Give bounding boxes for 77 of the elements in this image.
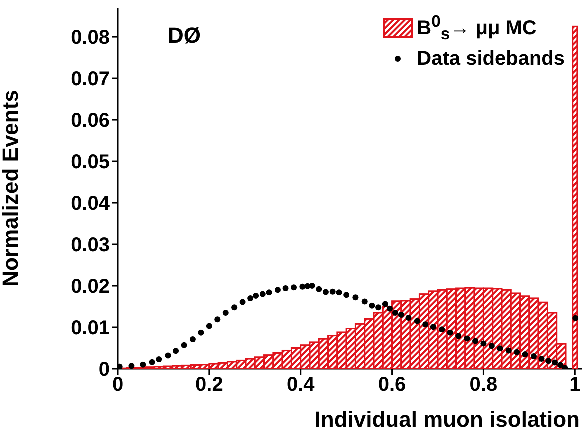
y-tick-label: 0.07	[71, 68, 110, 91]
point	[232, 304, 238, 311]
point	[336, 290, 342, 296]
point	[376, 304, 382, 311]
annotation: DØ	[168, 23, 201, 48]
point	[531, 354, 537, 360]
point	[190, 336, 196, 343]
point	[291, 284, 297, 291]
point	[253, 292, 260, 299]
point	[128, 363, 135, 369]
y-tick-label: 0.02	[71, 276, 110, 298]
y-tick-label: 0.05	[71, 152, 110, 174]
point	[323, 289, 329, 296]
x-axis-title: Individual muon isolation	[314, 407, 580, 429]
point	[546, 358, 552, 364]
point	[488, 343, 495, 350]
point	[392, 310, 398, 316]
x-tick-label: 0.2	[196, 374, 224, 396]
point	[447, 330, 454, 336]
point	[248, 295, 254, 302]
point	[472, 338, 478, 344]
point	[538, 356, 545, 362]
y-tick-label: 0.08	[71, 27, 110, 50]
point	[480, 340, 487, 347]
point	[522, 351, 528, 358]
y-tick-label: 0	[98, 359, 110, 382]
point	[260, 291, 266, 298]
point	[140, 362, 146, 368]
point	[398, 312, 404, 318]
point	[266, 290, 272, 296]
point	[506, 348, 512, 354]
point	[309, 283, 316, 290]
point	[558, 362, 564, 368]
x-tick-label: 0.4	[286, 374, 316, 396]
y-tick-label: 0.03	[71, 234, 110, 257]
point	[206, 323, 212, 330]
point	[514, 349, 520, 356]
point	[572, 315, 579, 322]
y-axis-title: Normalized Events	[0, 90, 23, 287]
y-tick-label: 0.01	[71, 318, 110, 340]
point	[387, 306, 393, 312]
point	[456, 333, 462, 340]
point	[118, 364, 123, 369]
point	[240, 299, 246, 306]
point	[362, 298, 368, 305]
point	[439, 326, 446, 333]
x-tick-label: 1	[570, 374, 581, 396]
point	[344, 292, 350, 298]
point	[173, 348, 180, 354]
point	[181, 342, 188, 348]
point	[369, 302, 376, 309]
point	[352, 294, 359, 301]
point	[198, 330, 204, 336]
point	[149, 359, 156, 366]
point	[165, 352, 172, 359]
point	[275, 287, 281, 294]
point	[300, 284, 306, 290]
point	[422, 322, 429, 328]
point	[156, 356, 162, 362]
point	[222, 310, 229, 316]
point	[414, 318, 420, 324]
y-tick-label: 0.06	[71, 110, 110, 132]
legend-label: Data sidebands	[417, 46, 565, 71]
legend-label: B$^{0}$$_{s}$→ μμ MC	[417, 11, 537, 46]
point	[464, 336, 470, 342]
point	[382, 301, 388, 308]
point	[316, 286, 322, 292]
y-tick-label: 0.04	[71, 193, 111, 216]
point	[214, 316, 221, 323]
point	[406, 314, 412, 321]
x-tick-label: 0.6	[378, 374, 406, 396]
point	[330, 288, 336, 295]
point	[497, 346, 504, 352]
point	[282, 286, 289, 292]
x-tick-label: 0.8	[470, 374, 498, 396]
point	[430, 324, 436, 330]
point	[552, 360, 558, 366]
